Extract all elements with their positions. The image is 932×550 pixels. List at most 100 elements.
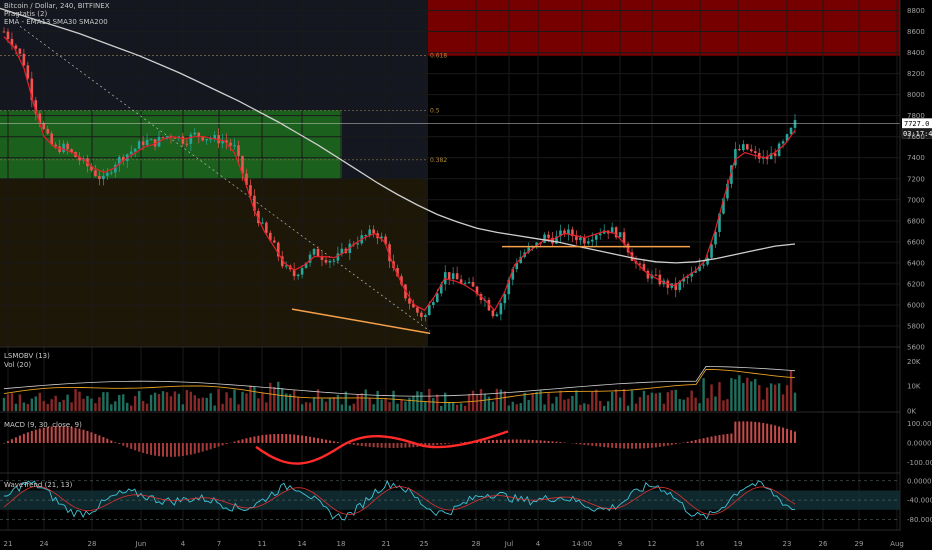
macd-bar [138, 443, 141, 452]
price-tick-4: 8000 [907, 91, 925, 99]
vol-tick-0: 20K [907, 358, 921, 366]
macd-bar [702, 438, 705, 443]
macd-bar [774, 425, 777, 443]
volume-bar [312, 397, 316, 411]
macd-bar [106, 438, 109, 443]
time-tick-8: 18 [337, 540, 346, 548]
volume-bar [746, 377, 749, 411]
candle [435, 293, 439, 303]
macd-bar [372, 443, 375, 448]
volume-bar [682, 399, 685, 411]
macd-bar [193, 443, 196, 454]
candle [380, 236, 383, 239]
macd-bar [74, 427, 77, 443]
volume-bar [185, 389, 189, 411]
volume-bar [292, 390, 296, 411]
candle [272, 240, 276, 243]
candle [137, 141, 141, 149]
volume-bar [491, 401, 495, 411]
candle [66, 143, 69, 150]
volume-bar [368, 398, 371, 411]
volume-bar [300, 404, 304, 411]
macd-bar [233, 441, 236, 443]
macd-bar [460, 442, 463, 443]
macd-bar [790, 430, 793, 443]
macd-bar [750, 421, 753, 443]
obv-line [3, 365, 796, 397]
price-tick-3: 8200 [907, 70, 925, 78]
candle [678, 281, 682, 290]
price-tick-8: 7200 [907, 175, 925, 183]
volume-bar [428, 388, 431, 411]
volume-bar [380, 399, 383, 411]
candle [690, 272, 693, 277]
macd-tick-2: -100.0000 [907, 459, 932, 467]
volume-bar [789, 370, 793, 411]
volume-bar [579, 404, 582, 411]
time-tick-4: 4 [181, 540, 186, 548]
candle [706, 257, 709, 265]
volume-bar [670, 390, 673, 411]
volume-bar [610, 391, 614, 411]
candle [563, 230, 566, 235]
price-tick-15: 5800 [907, 322, 925, 330]
candle [6, 31, 10, 39]
volume-bar [269, 382, 272, 411]
macd-bar [404, 443, 407, 448]
candle [658, 274, 662, 285]
candle [102, 175, 105, 180]
macd-bar [209, 443, 212, 450]
macd-bar [221, 443, 224, 446]
candle [324, 259, 328, 263]
macd-bar [237, 440, 240, 443]
volume-bar [328, 397, 332, 411]
volume-bar [451, 401, 455, 411]
candle [682, 277, 686, 282]
time-tick-15: 9 [618, 540, 622, 548]
volume-bar [455, 404, 459, 411]
candle [189, 134, 193, 144]
volume-bar [432, 398, 435, 411]
volume-bar [181, 404, 185, 411]
macd-bar [694, 439, 697, 443]
countdown-value: 03:17:47 [903, 130, 932, 138]
candle [332, 260, 336, 262]
volume-bar [376, 390, 379, 411]
candle [789, 127, 793, 135]
candle [694, 270, 697, 273]
volume-bar [630, 390, 634, 411]
volume-bar [392, 390, 395, 411]
time-tick-7: 14 [298, 540, 307, 548]
time-tick-14: 14:00 [572, 540, 592, 548]
candle [702, 264, 705, 266]
volume-bar [674, 389, 677, 411]
volume-bar [285, 393, 288, 411]
volume-bar [459, 403, 463, 411]
candle [221, 140, 224, 144]
wavetrend-tick-2: -80.0000 [907, 516, 932, 524]
volume-bar [738, 375, 741, 411]
candle [193, 132, 197, 135]
volume-bar [340, 404, 344, 411]
macd-bar [309, 436, 312, 443]
candle [451, 273, 455, 279]
candle [113, 164, 117, 173]
volume-bar [595, 389, 598, 411]
candle [714, 231, 717, 245]
volume-bar [535, 391, 538, 411]
volume-bar [626, 405, 630, 411]
macd-bar [10, 439, 13, 443]
macd-bar [710, 436, 713, 443]
volume-bar [241, 391, 244, 411]
candle [209, 138, 212, 140]
volume-bar [18, 394, 22, 411]
candle [718, 213, 721, 232]
candle [14, 45, 18, 49]
volume-bar [467, 393, 471, 411]
volume-bar [710, 384, 713, 411]
candle [626, 243, 630, 253]
volume-bar [273, 386, 276, 411]
macd-bar [754, 421, 757, 443]
volume-bar [483, 393, 487, 411]
